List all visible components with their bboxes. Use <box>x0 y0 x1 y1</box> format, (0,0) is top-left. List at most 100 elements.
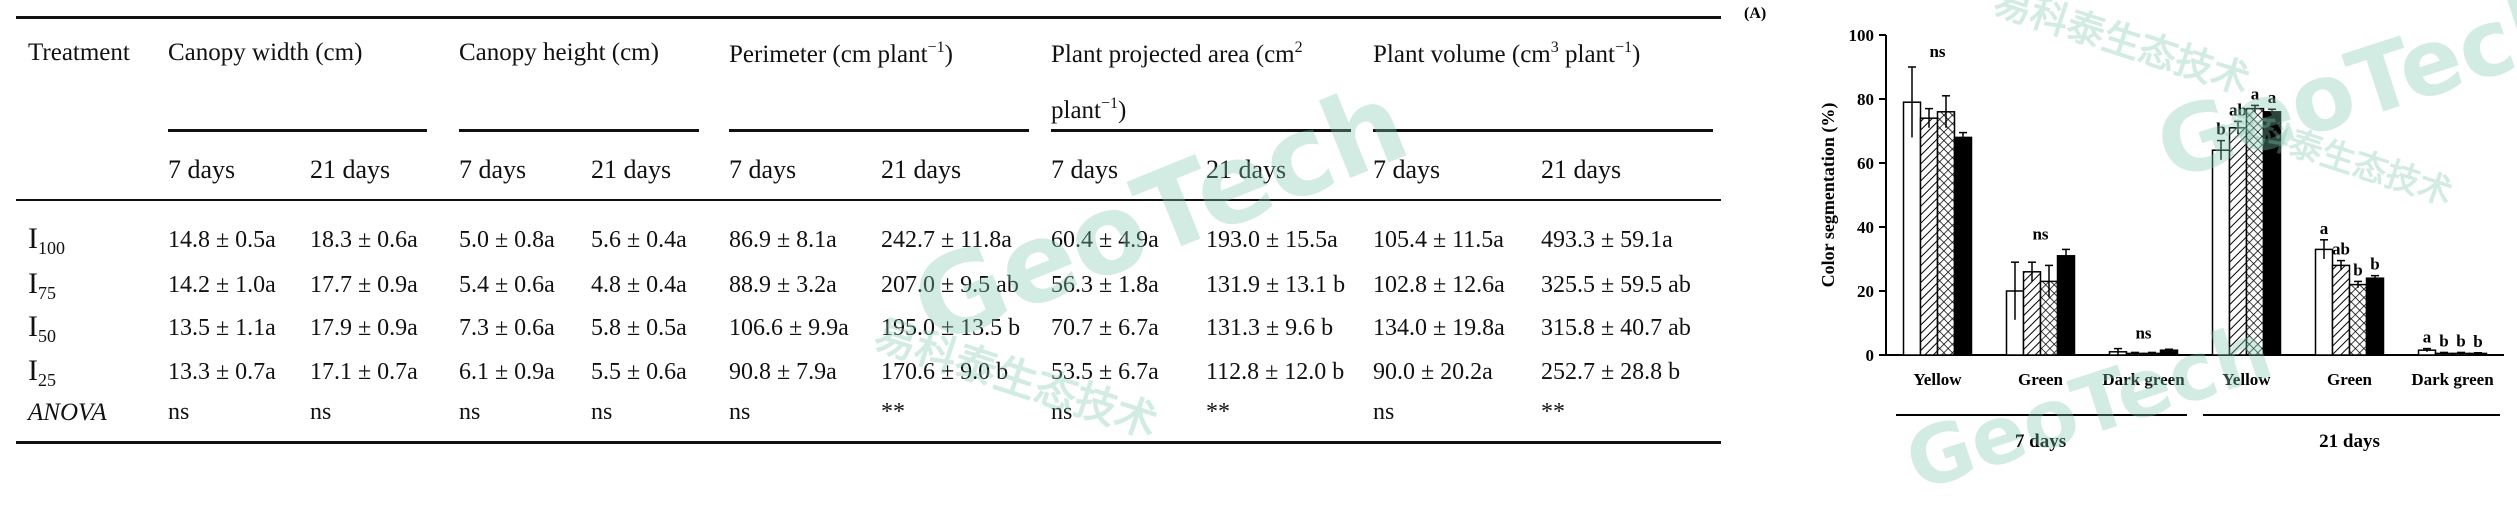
significance-letter: a <box>2251 84 2260 103</box>
table-cell: 5.5 ± 0.6a <box>591 359 687 385</box>
row-label: I100 <box>28 222 65 258</box>
subheader-7-days: 7 days <box>729 155 797 184</box>
header-canopy-width: Canopy width (cm) <box>168 39 363 66</box>
table-cell: 70.7 ± 6.7a <box>1051 315 1159 341</box>
table-cell: 18.3 ± 0.6a <box>310 227 418 253</box>
subheader-21-days: 21 days <box>881 155 962 184</box>
table-cell: 53.5 ± 6.7a <box>1051 359 1159 385</box>
row-label: ANOVA <box>28 399 107 426</box>
table-cell: 131.9 ± 13.1 b <box>1206 272 1346 298</box>
table-header-rule <box>16 199 1721 201</box>
ns-label: ns <box>1929 42 1945 61</box>
table-cell: 4.8 ± 0.4a <box>591 272 687 298</box>
bar <box>2314 248 2334 356</box>
bar <box>1902 101 1922 356</box>
table-cell: 131.3 ± 9.6 b <box>1206 315 1334 341</box>
significance-letter: b <box>2353 260 2362 279</box>
table-cell: 252.7 ± 28.8 b <box>1541 359 1681 385</box>
row-label: I50 <box>28 310 56 346</box>
header-volume: Plant volume (cm3 plant−1) <box>1373 39 1641 68</box>
results-table: Treatment Canopy width (cm) Canopy heigh… <box>16 0 1721 461</box>
subheader-7-days: 7 days <box>168 155 236 184</box>
bar <box>1919 117 1939 356</box>
category-label: Dark green <box>2102 370 2185 389</box>
table-cell: 105.4 ± 11.5a <box>1373 227 1504 253</box>
significance-letter: b <box>2439 331 2448 350</box>
category-label: Yellow <box>1913 370 1962 389</box>
table-cell: 90.8 ± 7.9a <box>729 359 837 385</box>
table-cell: 88.9 ± 3.2a <box>729 272 837 298</box>
table-cell: 7.3 ± 0.6a <box>459 315 555 341</box>
bar <box>2365 277 2385 356</box>
bar <box>2228 127 2248 356</box>
group-rule-canopy-height <box>459 129 699 132</box>
table-cell: 14.2 ± 1.0a <box>168 272 276 298</box>
table-cell: 170.6 ± 9.0 b <box>881 359 1009 385</box>
table-cell: 195.0 ± 13.5 b <box>881 315 1021 341</box>
significance-letter: a <box>2320 219 2329 238</box>
group-rule-volume <box>1373 129 1713 132</box>
significance-letter: b <box>2216 120 2225 139</box>
header-treatment: Treatment <box>28 39 130 66</box>
bar <box>1953 136 1973 356</box>
y-tick-label: 80 <box>1857 90 1874 109</box>
table-cell: ns <box>1373 399 1395 425</box>
table-cell: 17.7 ± 0.9a <box>310 272 418 298</box>
table-cell: 13.3 ± 0.7a <box>168 359 276 385</box>
table-cell: ns <box>310 399 332 425</box>
header-canopy-height: Canopy height (cm) <box>459 39 659 66</box>
chart-canvas: (A) 0 20 40 60 80 100 Color segmentation (%) ns Y… <box>1744 5 2504 452</box>
y-axis-label: Color segmentation (%) <box>1818 103 1839 288</box>
table-cell: 242.7 ± 11.8a <box>881 227 1012 253</box>
header-projected-area-line2: plant−1) <box>1051 95 1127 124</box>
table-cell: 13.5 ± 1.1a <box>168 315 276 341</box>
table-cell: 17.9 ± 0.9a <box>310 315 418 341</box>
significance-letter: b <box>2473 332 2482 351</box>
row-label: I25 <box>28 354 56 390</box>
subheader-21-days: 21 days <box>1206 155 1287 184</box>
significance-letter: ab <box>2332 240 2350 259</box>
category-label: Yellow <box>2222 370 2271 389</box>
significance-letter: a <box>2268 88 2277 107</box>
table-cell: ** <box>1206 399 1230 425</box>
group-label-21-days: 21 days <box>2319 431 2380 452</box>
table-cell: 106.6 ± 9.9a <box>729 315 849 341</box>
category-label: Green <box>2018 370 2064 389</box>
significance-letter: b <box>2370 255 2379 274</box>
subheader-21-days: 21 days <box>310 155 391 184</box>
table-bottom-rule <box>16 441 1721 444</box>
table-cell: 6.1 ± 0.9a <box>459 359 555 385</box>
y-tick-label: 20 <box>1857 282 1874 301</box>
table-cell: 5.4 ± 0.6a <box>459 272 555 298</box>
bar <box>2331 264 2351 356</box>
subheader-7-days: 7 days <box>1373 155 1441 184</box>
category-label: Green <box>2327 370 2373 389</box>
bar <box>2056 255 2076 356</box>
table-cell: 193.0 ± 15.5a <box>1206 227 1338 253</box>
table-cell: 493.3 ± 59.1a <box>1541 227 1673 253</box>
bar <box>1936 111 1956 356</box>
table-cell: 5.8 ± 0.5a <box>591 315 687 341</box>
table-cell: 56.3 ± 1.8a <box>1051 272 1159 298</box>
significance-letter: ab <box>2229 100 2247 119</box>
panel-label: (A) <box>1744 5 1766 22</box>
table-cell: ns <box>591 399 613 425</box>
bar <box>2245 107 2265 356</box>
y-tick-label: 60 <box>1857 154 1874 173</box>
table-cell: 14.8 ± 0.5a <box>168 227 276 253</box>
table-cell: 112.8 ± 12.0 b <box>1206 359 1345 385</box>
table-cell: 134.0 ± 19.8a <box>1373 315 1505 341</box>
subheader-7-days: 7 days <box>1051 155 1119 184</box>
subheader-21-days: 21 days <box>1541 155 1622 184</box>
ns-label: ns <box>2032 224 2048 243</box>
category-label: Dark green <box>2411 370 2494 389</box>
group-rule-projected-area <box>1051 129 1351 132</box>
subheader-21-days: 21 days <box>591 155 672 184</box>
table-cell: 207.0 ± 9.5 ab <box>881 272 1019 298</box>
bar <box>2022 271 2042 356</box>
table-cell: 90.0 ± 20.2a <box>1373 359 1493 385</box>
table-cell: 17.1 ± 0.7a <box>310 359 418 385</box>
group-rule-canopy-width <box>168 129 427 132</box>
bar <box>2262 111 2282 356</box>
table-cell: 325.5 ± 59.5 ab <box>1541 272 1691 298</box>
